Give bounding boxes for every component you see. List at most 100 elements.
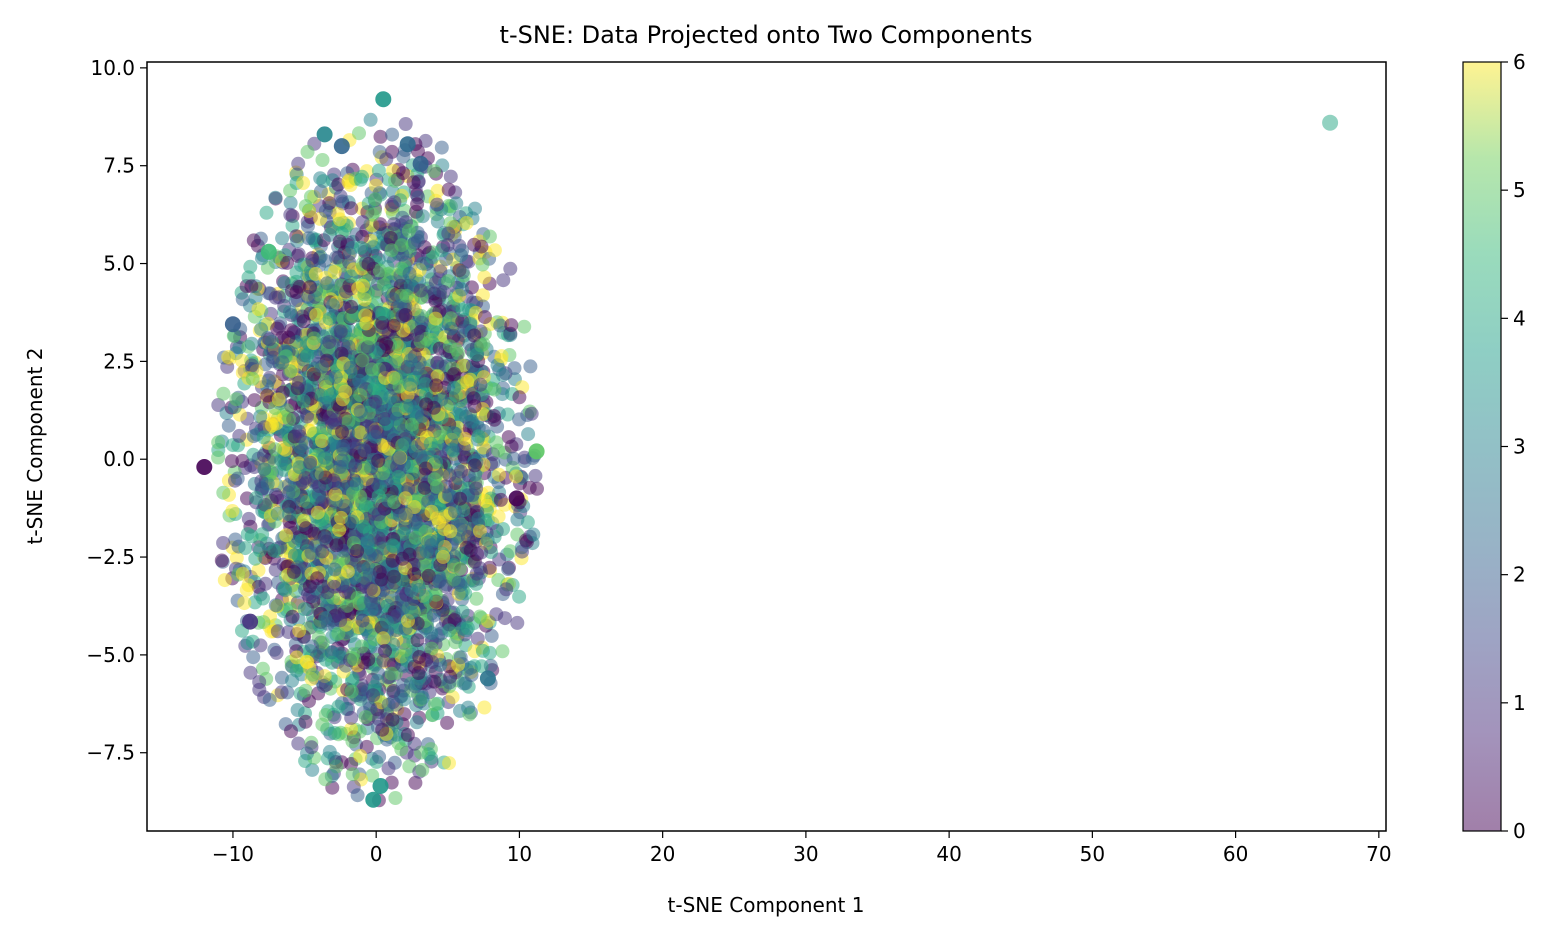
- scatter-point: [433, 264, 448, 279]
- scatter-point: [360, 535, 375, 550]
- scatter-point: [261, 373, 276, 388]
- scatter-point: [415, 409, 429, 424]
- scatter-point: [211, 435, 226, 450]
- scatter-point: [371, 507, 386, 522]
- scatter-point: [271, 392, 286, 407]
- scatter-point: [283, 207, 298, 222]
- x-tick-label: 10: [507, 842, 532, 866]
- scatter-point: [281, 485, 296, 500]
- scatter-point: [358, 308, 373, 323]
- scatter-point: [237, 596, 252, 611]
- scatter-point: [425, 655, 440, 670]
- scatter-point: [217, 573, 232, 588]
- scatter-point: [429, 534, 444, 548]
- scatter-point: [493, 318, 508, 333]
- scatter-point: [255, 527, 270, 542]
- scatter-point: [196, 459, 213, 475]
- scatter-point: [379, 336, 394, 351]
- scatter-point: [523, 359, 538, 374]
- scatter-point: [332, 234, 347, 249]
- scatter-point: [238, 541, 253, 556]
- scatter-point: [253, 409, 268, 424]
- scatter-point: [471, 511, 486, 526]
- scatter-point: [216, 485, 231, 500]
- scatter-point: [353, 388, 368, 403]
- scatter-point: [239, 582, 254, 597]
- scatter-point: [235, 453, 250, 468]
- y-tick-label: −7.5: [86, 741, 135, 765]
- scatter-point: [285, 218, 300, 233]
- scatter-point: [372, 263, 387, 278]
- scatter-point: [475, 643, 490, 658]
- scatter-point: [353, 404, 368, 419]
- scatter-point: [441, 488, 456, 503]
- scatter-point: [387, 195, 402, 210]
- scatter-point: [403, 398, 418, 413]
- scatter-point: [491, 443, 506, 458]
- scatter-point: [424, 751, 439, 766]
- scatter-point: [268, 562, 283, 577]
- scatter-point: [418, 377, 433, 392]
- colorbar-tick-label: 2: [1513, 563, 1526, 587]
- scatter-point: [499, 582, 514, 597]
- scatter-point: [469, 591, 484, 606]
- y-tick-label: 7.5: [103, 154, 135, 178]
- scatter-point: [352, 126, 366, 141]
- scatter-point: [469, 566, 484, 581]
- scatter-point: [230, 471, 245, 486]
- scatter-point: [368, 192, 383, 207]
- scatter-point: [292, 424, 306, 439]
- scatter-point: [362, 567, 377, 582]
- scatter-point: [411, 666, 426, 680]
- scatter-point: [402, 266, 417, 281]
- scatter-point: [290, 703, 305, 717]
- scatter-point: [398, 506, 413, 521]
- scatter-point: [246, 233, 261, 248]
- scatter-point: [361, 652, 376, 667]
- scatter-point: [245, 371, 260, 386]
- scatter-point: [303, 455, 318, 470]
- y-tick-label: 10.0: [90, 56, 135, 80]
- scatter-point: [504, 439, 519, 454]
- scatter-point: [375, 722, 390, 737]
- scatter-point: [474, 659, 489, 674]
- scatter-point: [477, 700, 492, 715]
- scatter-point: [291, 156, 306, 171]
- scatter-point: [424, 504, 439, 519]
- scatter-point: [260, 243, 277, 260]
- scatter-point: [426, 400, 441, 415]
- scatter-point: [407, 567, 422, 582]
- scatter-point: [415, 209, 430, 224]
- scatter-point: [325, 298, 340, 313]
- scatter-point: [413, 449, 428, 463]
- scatter-point: [385, 127, 400, 142]
- scatter-point: [299, 654, 314, 669]
- scatter-point: [430, 355, 445, 370]
- scatter-point: [284, 724, 298, 739]
- scatter-point: [398, 491, 413, 506]
- scatter-point: [244, 529, 259, 544]
- scatter-point: [399, 288, 414, 303]
- scatter-point: [335, 424, 349, 439]
- colorbar-tick-label: 6: [1513, 50, 1526, 74]
- scatter-point: [393, 689, 408, 704]
- scatter-point: [409, 715, 424, 730]
- scatter-point: [471, 429, 486, 444]
- scatter-point: [344, 710, 359, 725]
- scatter-point: [526, 527, 541, 542]
- scatter-point: [265, 354, 280, 369]
- scatter-point: [385, 538, 400, 553]
- scatter-point: [315, 544, 330, 559]
- scatter-point: [441, 182, 456, 197]
- scatter-point: [354, 639, 369, 654]
- scatter-point: [442, 468, 457, 483]
- scatter-point: [375, 91, 392, 108]
- scatter-point: [300, 348, 315, 363]
- scatter-point: [482, 229, 497, 244]
- scatter-point: [298, 199, 313, 214]
- scatter-point: [290, 233, 305, 248]
- scatter-point: [424, 626, 439, 641]
- scatter-point: [425, 250, 440, 265]
- scatter-point: [509, 469, 523, 484]
- scatter-point: [291, 736, 306, 751]
